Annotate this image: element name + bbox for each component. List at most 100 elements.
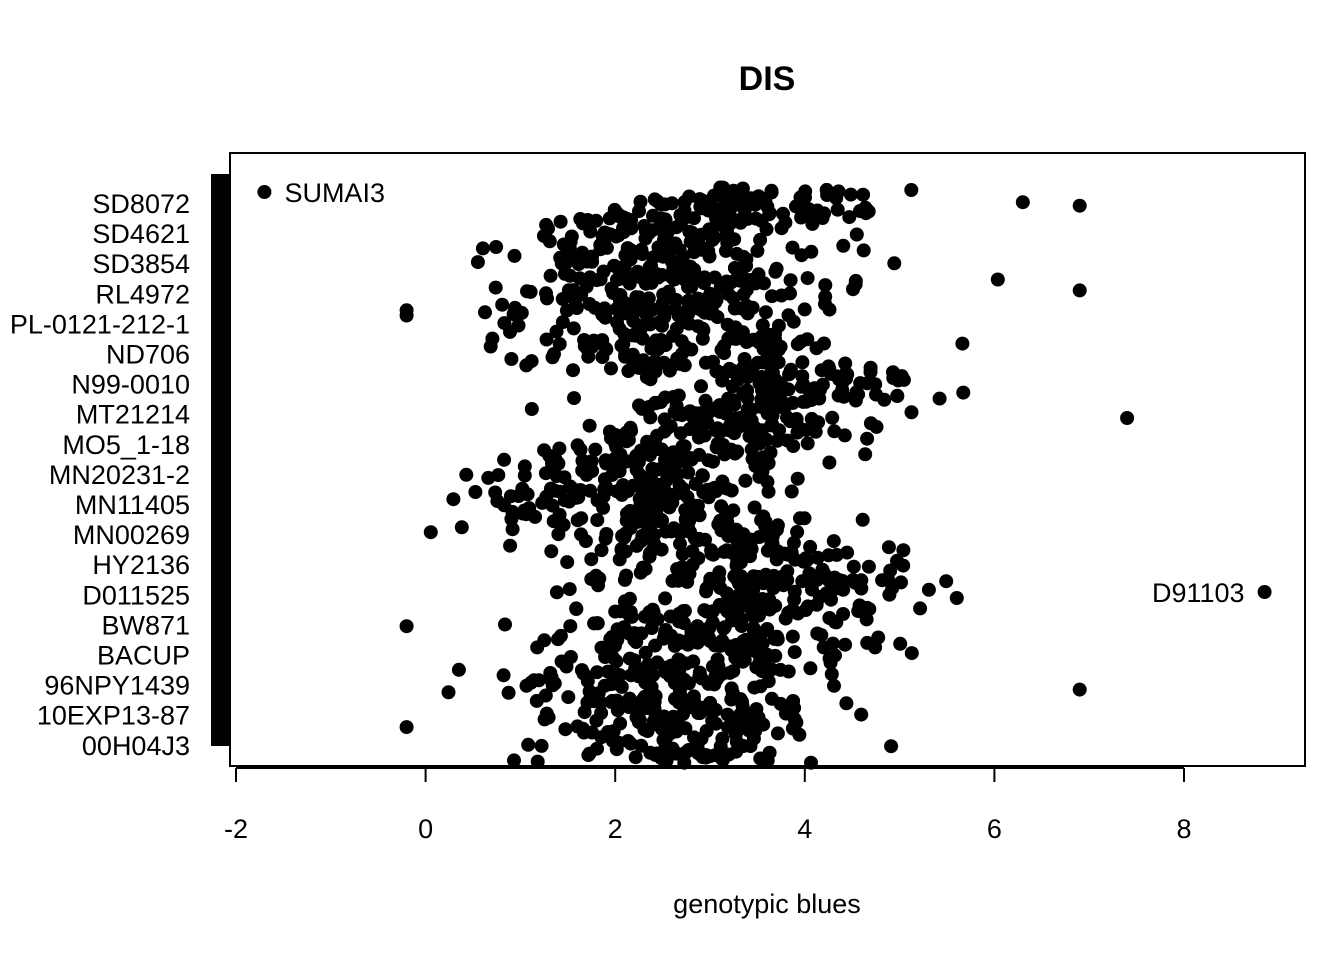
data-point xyxy=(698,355,713,370)
data-point xyxy=(519,678,534,693)
data-point xyxy=(560,555,575,570)
data-point xyxy=(746,620,761,635)
data-point xyxy=(567,391,581,406)
data-point xyxy=(886,371,901,386)
data-point xyxy=(540,291,554,306)
data-point xyxy=(804,244,819,259)
data-point xyxy=(454,520,469,535)
data-point xyxy=(863,365,878,379)
data-point xyxy=(481,470,496,485)
data-point xyxy=(1015,195,1030,210)
data-point xyxy=(787,712,802,726)
x-tick-label: -2 xyxy=(224,814,248,844)
data-point xyxy=(728,446,742,461)
data-point xyxy=(580,695,595,710)
data-point xyxy=(939,574,954,589)
data-point xyxy=(545,350,560,365)
data-point xyxy=(495,297,510,312)
data-point xyxy=(721,186,736,201)
data-point xyxy=(781,664,796,679)
data-point xyxy=(913,601,928,616)
data-point xyxy=(743,739,758,754)
data-point xyxy=(604,695,619,709)
data-point xyxy=(868,640,883,655)
data-point xyxy=(545,678,560,693)
data-point xyxy=(854,707,869,722)
data-point xyxy=(670,407,685,422)
data-point xyxy=(742,633,757,648)
data-point xyxy=(658,213,673,228)
data-point xyxy=(656,631,671,646)
data-point xyxy=(949,591,964,605)
data-point xyxy=(818,278,833,293)
data-point xyxy=(790,525,805,539)
data-point xyxy=(543,268,558,283)
data-point xyxy=(621,364,636,378)
data-point xyxy=(823,655,838,670)
data-point xyxy=(607,452,622,466)
data-point xyxy=(677,693,692,707)
data-point xyxy=(884,739,899,754)
y-tick-label: SD8072 xyxy=(92,189,190,219)
data-point xyxy=(558,722,573,737)
data-point xyxy=(673,452,688,467)
data-point xyxy=(747,500,762,515)
data-point xyxy=(855,512,870,527)
data-point xyxy=(468,485,483,499)
data-point xyxy=(599,527,614,541)
data-point xyxy=(724,692,739,707)
data-point xyxy=(668,672,683,687)
data-point xyxy=(549,585,564,600)
data-point xyxy=(517,459,532,474)
data-point xyxy=(698,393,713,408)
data-point xyxy=(692,665,707,680)
data-point xyxy=(733,707,748,722)
data-point xyxy=(659,473,674,487)
data-point xyxy=(580,341,595,356)
data-point xyxy=(541,221,555,236)
data-point xyxy=(574,511,589,526)
data-point xyxy=(773,339,788,354)
data-point xyxy=(772,423,787,438)
data-point xyxy=(843,187,858,202)
y-tick-label: 00H04J3 xyxy=(82,731,190,761)
data-point xyxy=(817,206,832,221)
data-point xyxy=(483,339,498,354)
data-point xyxy=(684,225,699,240)
data-point xyxy=(704,543,719,558)
data-point xyxy=(593,695,608,710)
data-point xyxy=(697,428,712,443)
data-point xyxy=(708,669,723,684)
data-point xyxy=(785,395,800,410)
data-point xyxy=(790,606,805,621)
y-tick-label: BACUP xyxy=(97,641,190,671)
y-tick-label: MN11405 xyxy=(75,490,190,520)
data-point xyxy=(703,286,718,301)
data-point xyxy=(682,316,696,331)
data-point xyxy=(605,734,620,748)
data-point xyxy=(710,652,725,667)
data-point xyxy=(613,271,627,286)
data-point xyxy=(563,619,578,634)
data-point xyxy=(755,318,770,333)
data-point xyxy=(633,194,648,209)
data-point xyxy=(904,405,919,420)
data-point xyxy=(824,667,839,682)
data-point xyxy=(629,635,644,649)
data-point xyxy=(676,249,690,264)
data-point xyxy=(622,591,637,606)
data-point xyxy=(551,527,566,542)
data-point xyxy=(623,521,638,535)
data-point xyxy=(610,315,624,330)
data-point xyxy=(584,273,598,288)
data-point xyxy=(821,548,836,563)
data-point xyxy=(714,342,729,357)
data-point xyxy=(635,528,650,543)
y-tick-label: 96NPY1439 xyxy=(44,671,190,701)
data-point xyxy=(735,181,750,196)
data-point xyxy=(785,549,800,564)
data-point xyxy=(593,242,608,257)
data-point xyxy=(882,587,897,602)
x-tick-label: 2 xyxy=(608,814,623,844)
data-point xyxy=(753,370,768,385)
